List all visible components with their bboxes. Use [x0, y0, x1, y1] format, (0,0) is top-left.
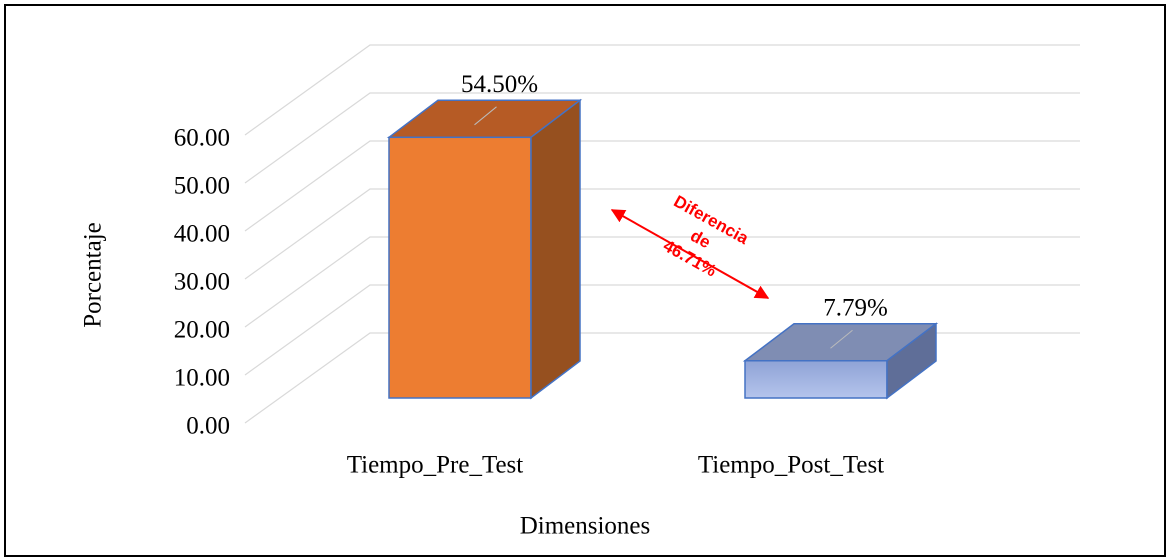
- x-axis-title: Dimensiones: [520, 513, 651, 540]
- y-tick-label: 50.00: [174, 173, 230, 200]
- bar: [388, 136, 532, 399]
- grid-line: [244, 284, 1080, 376]
- grid-line: [244, 92, 1080, 184]
- leader-line: [830, 329, 853, 349]
- leader-line: [474, 106, 497, 126]
- bar: [744, 359, 888, 399]
- grid-line: [244, 236, 1080, 328]
- y-tick-label: 0.00: [186, 413, 230, 440]
- bar-side: [530, 98, 581, 400]
- y-tick-label: 30.00: [174, 269, 230, 296]
- grid-line: [244, 188, 1080, 280]
- frame: [4, 4, 1166, 557]
- bar-side: [886, 322, 937, 400]
- x-tick-label: Tiempo_Post_Test: [698, 452, 884, 479]
- grid-line: [244, 44, 1080, 136]
- x-tick-label: Tiempo_Pre_Test: [347, 452, 524, 479]
- y-tick-label: 60.00: [174, 125, 230, 152]
- y-tick-label: 20.00: [174, 317, 230, 344]
- difference-arrow: [610, 209, 770, 299]
- data-label: 7.79%: [823, 294, 888, 321]
- y-tick-label: 10.00: [174, 365, 230, 392]
- grid-line: [244, 140, 1080, 232]
- y-axis-title: Porcentaje: [80, 222, 107, 328]
- y-tick-label: 40.00: [174, 221, 230, 248]
- data-label: 54.50%: [461, 71, 538, 98]
- bars: 54.50% Tiempo_Pre_Test 7.79% Tiempo_Post_Te…: [347, 71, 939, 479]
- grid: 0.00 10.00 20.00 30.00 40.00 50.00 60.00: [174, 44, 1080, 440]
